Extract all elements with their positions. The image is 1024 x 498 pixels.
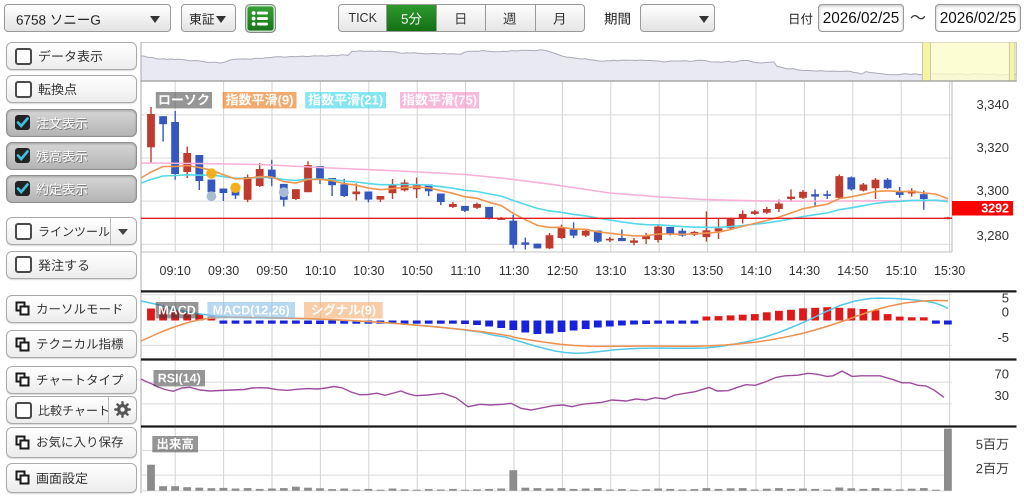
svg-text:10:30: 10:30 [353, 264, 384, 278]
svg-text:3,340: 3,340 [976, 97, 1009, 112]
svg-text:3,320: 3,320 [976, 140, 1009, 155]
svg-text:09:10: 09:10 [160, 264, 191, 278]
svg-text:11:10: 11:10 [450, 264, 480, 278]
svg-text:14:30: 14:30 [789, 264, 820, 278]
svg-text:13:10: 13:10 [595, 264, 626, 278]
svg-text:0: 0 [1002, 305, 1009, 320]
svg-text:15:30: 15:30 [934, 264, 965, 278]
svg-text:14:10: 14:10 [740, 264, 771, 278]
svg-text:10:10: 10:10 [305, 264, 336, 278]
svg-text:3,300: 3,300 [976, 183, 1009, 198]
svg-text:09:50: 09:50 [256, 264, 287, 278]
svg-text:12:50: 12:50 [547, 264, 578, 278]
svg-text:13:30: 13:30 [644, 264, 675, 278]
svg-text:09:30: 09:30 [208, 264, 239, 278]
svg-text:11:30: 11:30 [499, 264, 529, 278]
svg-text:13:50: 13:50 [692, 264, 723, 278]
svg-text:3292: 3292 [981, 202, 1009, 216]
svg-text:30: 30 [995, 388, 1009, 403]
svg-text:15:10: 15:10 [886, 264, 917, 278]
svg-text:-5: -5 [997, 330, 1009, 345]
svg-text:5: 5 [1002, 290, 1009, 305]
svg-text:3,280: 3,280 [976, 228, 1009, 243]
svg-text:10:50: 10:50 [402, 264, 433, 278]
svg-text:14:50: 14:50 [837, 264, 868, 278]
svg-text:70: 70 [995, 366, 1009, 381]
